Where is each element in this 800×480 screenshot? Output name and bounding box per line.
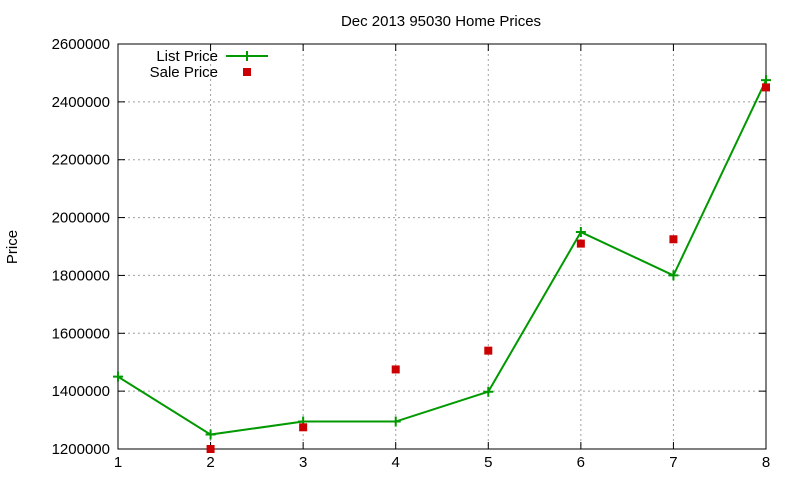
grid-layer <box>118 44 766 449</box>
sale-price-point <box>576 239 585 248</box>
legend-label-sale-price: Sale Price <box>150 64 218 81</box>
x-tick-label: 8 <box>762 454 770 471</box>
list-price-point <box>390 416 401 427</box>
legend-marker-sale-price <box>243 68 251 76</box>
legend-label-list-price: List Price <box>156 48 218 65</box>
list-price-point <box>575 227 586 238</box>
legend: List Price Sale Price <box>150 48 268 81</box>
chart-title: Dec 2013 95030 Home Prices <box>341 13 541 30</box>
list-price-point <box>668 270 679 281</box>
y-tick-label: 2200000 <box>52 152 110 169</box>
sale-price-point <box>299 423 308 432</box>
y-tick-label: 2000000 <box>52 210 110 227</box>
y-axis-label: Price <box>4 230 21 264</box>
y-tick-label: 1200000 <box>52 441 110 458</box>
sale-price-point <box>484 346 493 355</box>
x-tick-label: 5 <box>484 454 492 471</box>
sale-price-point <box>391 365 400 374</box>
y-tick-label: 1800000 <box>52 267 110 284</box>
sale-price-point <box>762 83 770 92</box>
list-price-line <box>117 79 767 436</box>
list-price-point <box>113 371 123 382</box>
x-tick-label: 3 <box>299 454 307 471</box>
x-tick-label: 1 <box>114 454 122 471</box>
y-tick-label: 2600000 <box>52 36 110 53</box>
sale-price-point <box>206 445 215 453</box>
sale-price-point <box>669 235 678 244</box>
x-tick-label: 2 <box>206 454 214 471</box>
series-layer <box>113 75 771 453</box>
y-tick-label: 2400000 <box>52 94 110 111</box>
y-tick-label: 1600000 <box>52 325 110 342</box>
y-tick-label: 1400000 <box>52 383 110 400</box>
list-price-point <box>483 386 494 397</box>
list-price-point <box>205 429 216 440</box>
legend-marker-list-price <box>242 51 252 61</box>
ticks-layer: 1200000 1400000 1600000 1800000 2000000 22000… <box>52 36 771 471</box>
plot-frame <box>117 43 767 450</box>
x-tick-label: 6 <box>577 454 585 471</box>
x-tick-label: 4 <box>392 454 400 471</box>
x-tick-label: 7 <box>669 454 677 471</box>
